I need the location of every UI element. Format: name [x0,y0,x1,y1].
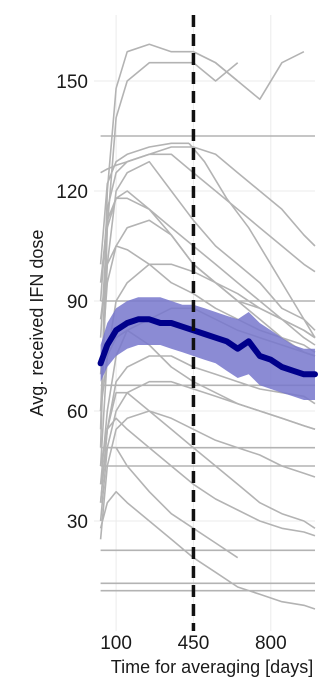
individual-series-line [193,50,305,101]
individual-series-line [99,417,316,537]
x-tick-label: 450 [178,633,210,654]
y-tick-label: 120 [56,182,88,203]
individual-series-line [99,61,239,448]
y-tick-label: 150 [56,72,88,93]
mean-series-line [97,316,318,378]
x-axis-title: Time for averaging [days] [111,657,313,677]
x-tick-labels: 100 450 800 [100,633,286,654]
x-tick-label: 800 [255,633,287,654]
y-tick-labels: 30 60 90 120 150 [56,72,88,533]
individual-series-line [99,160,316,412]
x-tick-label: 100 [100,633,132,654]
mean-series-group [97,316,318,378]
individual-series-line [99,446,239,559]
individual-series-line [99,142,189,265]
y-tick-label: 90 [67,292,88,313]
y-tick-label: 30 [67,512,88,533]
y-tick-label: 60 [67,402,88,423]
y-axis-title: Avg. received IFN dose [27,230,47,417]
individual-series-line [100,146,316,247]
